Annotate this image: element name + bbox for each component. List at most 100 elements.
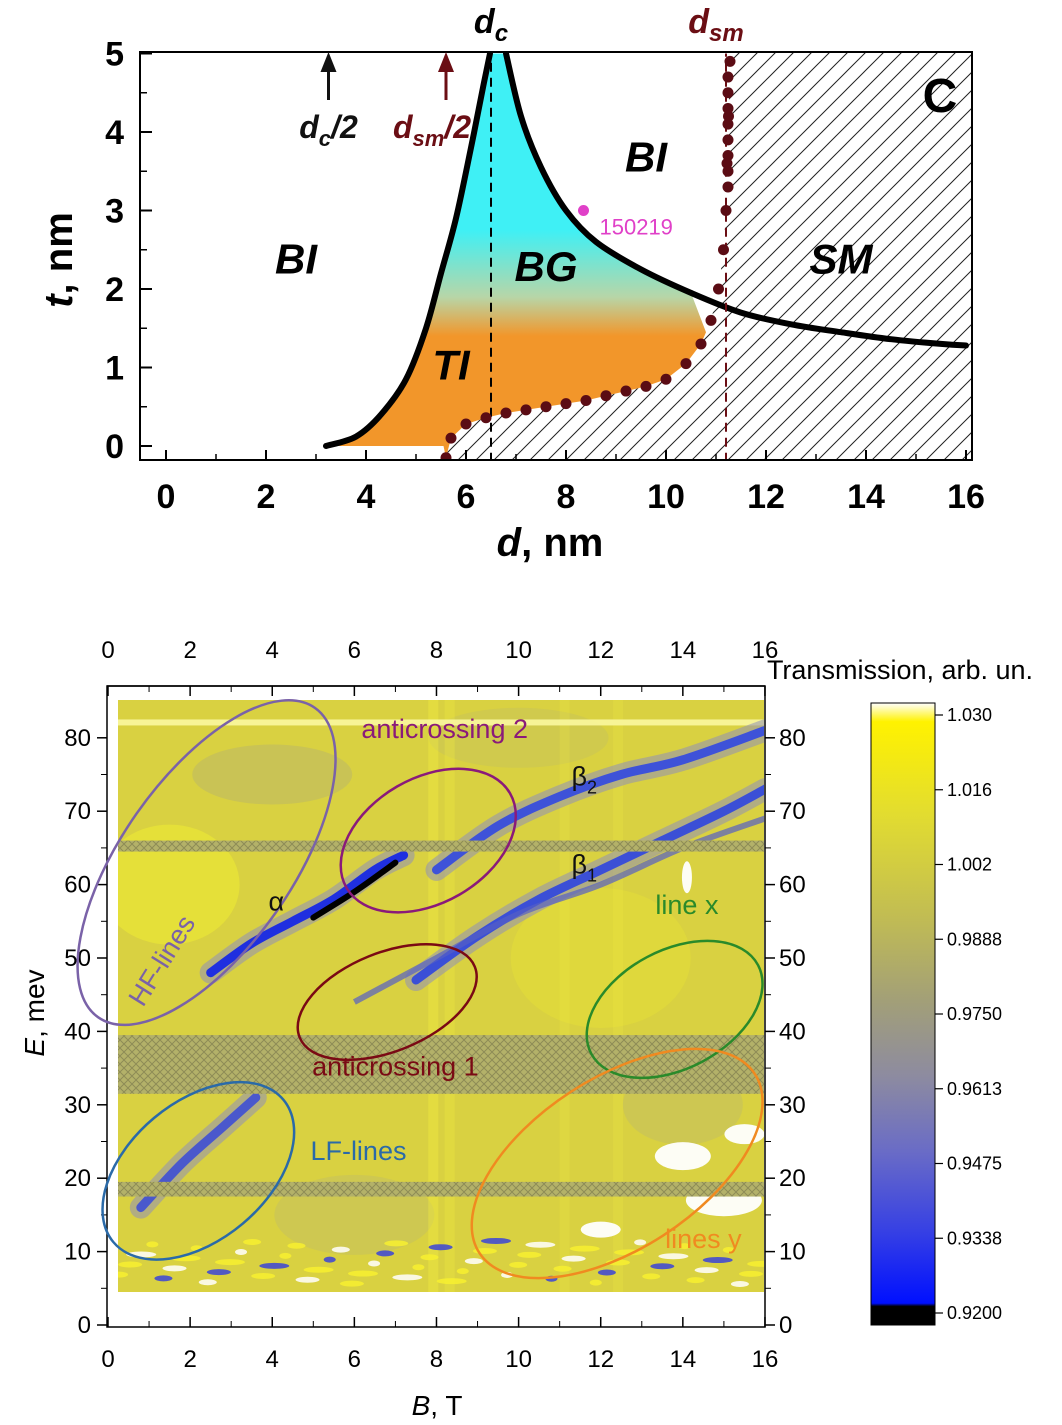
hatched-band <box>118 840 764 852</box>
heatmap-stripe <box>428 700 439 1292</box>
noise-speck <box>392 1274 423 1281</box>
noise-speck <box>747 1260 764 1267</box>
noise-speck <box>428 1244 453 1251</box>
noise-speck <box>738 1270 763 1277</box>
sample-point-label: 150219 <box>600 215 673 240</box>
dotted-boundary-point <box>695 338 707 350</box>
dotted-boundary-point <box>722 134 734 146</box>
region-label-ti: TI <box>432 341 471 388</box>
bottom-top-x-tick-label: 12 <box>587 637 614 664</box>
bottom-x-tick-label: 0 <box>101 1346 114 1373</box>
right-y-tick-label: 70 <box>779 798 806 825</box>
dotted-boundary-point <box>500 407 512 419</box>
region-label-bi: BI <box>625 133 668 180</box>
noise-speck <box>279 1252 292 1259</box>
noise-speck <box>303 1266 334 1273</box>
bottom-top-x-tick-label: 10 <box>505 637 532 664</box>
bottom-x-tick-label: 4 <box>266 1346 279 1373</box>
top-x-tick-label: 4 <box>357 478 376 516</box>
bottom-y-tick-label: 70 <box>64 798 91 825</box>
noise-speck <box>412 1264 425 1271</box>
heatmap-stripe <box>559 700 570 1292</box>
noise-speck <box>235 1249 248 1256</box>
bottom-top-x-tick-label: 4 <box>266 637 279 664</box>
noise-speck <box>509 1261 528 1268</box>
colorbar-tick-label: 0.9475 <box>947 1154 1002 1174</box>
noise-speck <box>259 1262 290 1269</box>
noise-speck <box>730 1280 749 1287</box>
colorbar-title: Transmission, arb. un. <box>767 655 1033 685</box>
dotted-boundary-point <box>722 165 734 177</box>
right-y-tick-label: 60 <box>779 872 806 899</box>
noise-speck <box>597 1269 616 1276</box>
dotted-boundary-point <box>722 118 734 130</box>
top-y-tick-label: 4 <box>105 114 124 152</box>
right-y-tick-label: 40 <box>779 1018 806 1045</box>
colorbar-tick-label: 0.9200 <box>947 1303 1002 1323</box>
top-x-tick-label: 0 <box>157 478 176 516</box>
noise-speck <box>214 1259 245 1266</box>
dotted-boundary-point <box>722 71 734 83</box>
heatmap-shade <box>510 888 691 1028</box>
noise-speck <box>368 1260 381 1267</box>
bottom-y-tick-label: 40 <box>64 1018 91 1045</box>
noise-speck <box>287 1242 306 1249</box>
region-label-sm: SM <box>810 235 874 282</box>
dotted-boundary-point <box>600 390 612 402</box>
colorbar: Transmission, arb. un. 1.030 1.016 1.002 0.… <box>767 655 1033 1326</box>
dotted-boundary-point <box>640 380 652 392</box>
heatmap-shade <box>192 744 353 805</box>
top-plot-frame <box>139 51 973 461</box>
bottom-y-tick-label: 30 <box>64 1092 91 1119</box>
noise-speck <box>376 1250 395 1257</box>
dotted-boundary-point <box>660 373 672 385</box>
bottom-y-tick-label: 80 <box>64 725 91 752</box>
region-sm-hatch <box>446 52 972 460</box>
arrow-head-c <box>320 52 337 72</box>
annotation-α: α <box>269 886 285 916</box>
bottom-top-x-tick-label: 6 <box>348 637 361 664</box>
bottom-top-x-tick-label: 16 <box>752 637 779 664</box>
noise-speck <box>339 1280 364 1287</box>
bottom-top-x-tick-label: 0 <box>101 637 114 664</box>
noise-speck <box>634 1239 647 1246</box>
dotted-boundary-point <box>440 452 452 460</box>
noise-speck <box>694 1267 719 1274</box>
dotted-boundary-point <box>718 244 729 256</box>
annotation-anticrossing-1: anticrossing 1 <box>312 1051 479 1081</box>
colorbar-tick-label: 1.002 <box>947 855 992 875</box>
colorbar-tick-label: 0.9750 <box>947 1004 1002 1024</box>
heatmap-stripe <box>118 719 764 726</box>
right-y-tick-label: 30 <box>779 1092 806 1119</box>
noise-speck <box>162 1265 187 1272</box>
bottom-top-x-tick-label: 14 <box>669 637 696 664</box>
dotted-boundary-point <box>540 401 552 413</box>
colorbar-tick-label: 0.9613 <box>947 1079 1002 1099</box>
top-x-tick-label: 2 <box>257 478 276 516</box>
noise-speck <box>198 1279 217 1286</box>
dotted-boundary-point <box>705 314 717 326</box>
noise-speck <box>517 1251 542 1258</box>
heatmap-stripe <box>613 700 624 1292</box>
bottom-x-tick-label: 6 <box>348 1346 361 1373</box>
annotation-β2: β2 <box>572 762 598 798</box>
noise-speck <box>323 1256 336 1263</box>
noise-speck <box>464 1258 483 1265</box>
noise-speck <box>569 1245 600 1252</box>
right-y-tick-label: 20 <box>779 1165 806 1192</box>
dotted-boundary-point <box>560 398 572 410</box>
top-x-tick-label: 14 <box>847 478 885 516</box>
noise-speck <box>146 1241 159 1248</box>
noise-speck <box>702 1257 733 1264</box>
ellipse-HF <box>76 699 337 1027</box>
noise-speck <box>347 1270 378 1277</box>
dotted-boundary-point <box>722 181 734 193</box>
noise-speck <box>420 1254 439 1261</box>
noise-speck <box>481 1237 512 1244</box>
ellipse-anticrossing-1 <box>296 943 478 1062</box>
saturated-region <box>681 861 692 894</box>
noise-speck <box>118 1271 129 1278</box>
